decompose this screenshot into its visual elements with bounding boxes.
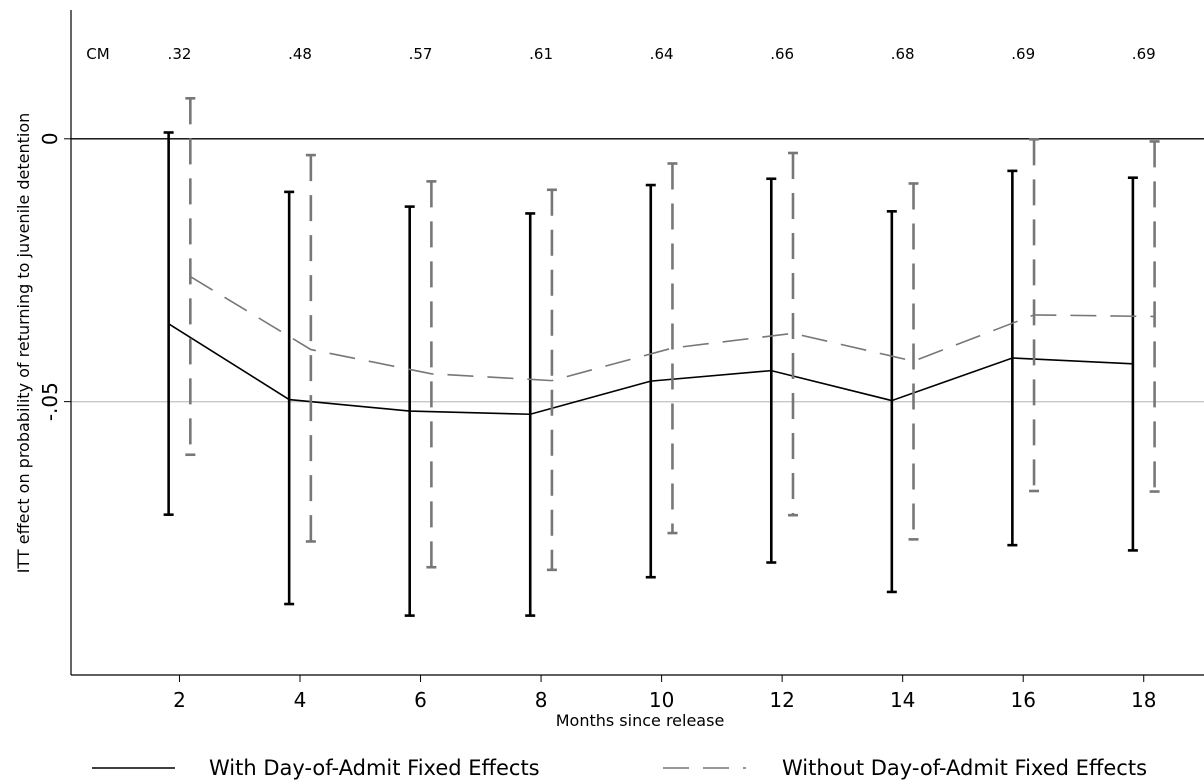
x-tick-label: 16	[1010, 688, 1035, 712]
series-0	[163, 131, 1138, 617]
cm-value: .68	[891, 45, 915, 63]
series-line	[168, 323, 1133, 416]
x-tick-label: 18	[1131, 688, 1156, 712]
series-layer	[163, 97, 1160, 617]
x-axis-title: Months since release	[556, 711, 725, 730]
cm-value: .61	[529, 45, 553, 63]
cm-value: .69	[1132, 45, 1156, 63]
cm-label: CM	[86, 45, 109, 63]
y-tick-label: 0	[38, 132, 62, 145]
x-tick-label: 14	[890, 688, 915, 712]
legend: With Day-of-Admit Fixed Effects Without …	[92, 756, 1147, 780]
x-tick-label: 8	[535, 688, 548, 712]
y-tick-label: -.05	[38, 382, 62, 421]
cm-value: .64	[650, 45, 674, 63]
cm-value: .66	[770, 45, 794, 63]
x-tick-label: 12	[769, 688, 794, 712]
cm-value: .69	[1011, 45, 1035, 63]
cm-value: .32	[168, 45, 192, 63]
y-ticks: 0 -.05	[38, 132, 71, 421]
y-axis-title: ITT effect on probability of returning t…	[14, 113, 33, 574]
x-tick-label: 2	[173, 688, 186, 712]
series-line	[189, 275, 1155, 382]
x-tick-label: 10	[649, 688, 674, 712]
legend-label-with-fe: With Day-of-Admit Fixed Effects	[209, 756, 540, 780]
x-tick-label: 4	[294, 688, 307, 712]
legend-label-without-fe: Without Day-of-Admit Fixed Effects	[782, 756, 1147, 780]
x-tick-label: 6	[414, 688, 427, 712]
axes	[70, 10, 1204, 676]
cm-value: .57	[409, 45, 433, 63]
cm-value: .48	[288, 45, 312, 63]
series-1	[185, 97, 1160, 572]
x-ticks: 2 4 6 8 10 12 14 16 18	[173, 675, 1156, 712]
control-mean-row: CM .32 .48 .57 .61 .64 .66 .68 .69 .69	[86, 45, 1155, 63]
reference-lines	[71, 138, 1204, 403]
